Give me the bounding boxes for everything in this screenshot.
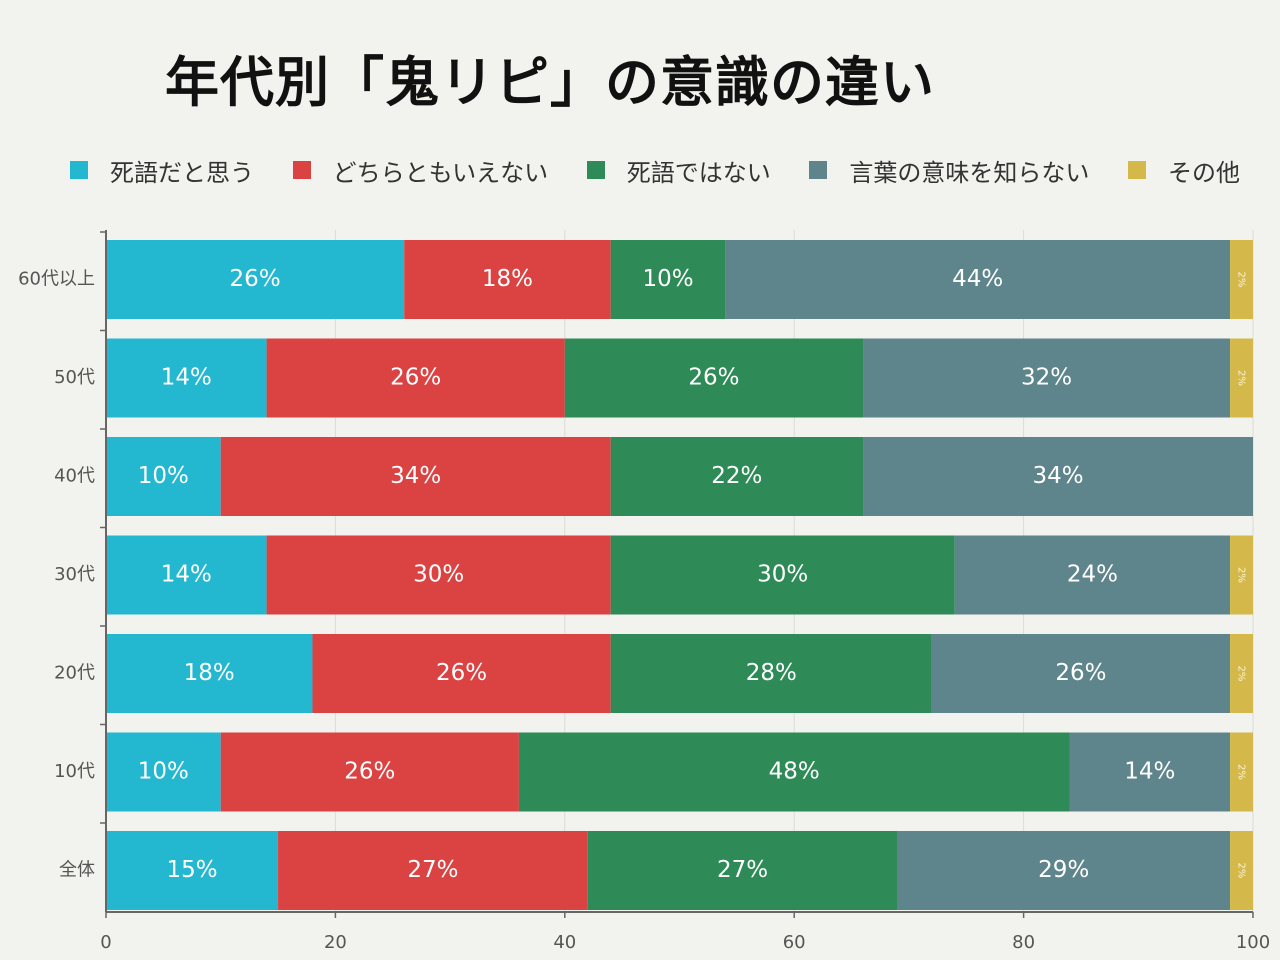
data-label: 30% [413, 562, 464, 588]
legend-label: どちらともいえない [332, 158, 549, 187]
data-label: 26% [230, 266, 281, 292]
data-label: 18% [482, 266, 533, 292]
category-label: 20代 [54, 663, 95, 684]
data-label: 14% [161, 562, 212, 588]
bar-segment [518, 732, 1070, 812]
x-tick-label: 60 [783, 932, 806, 953]
legend-swatch [1127, 161, 1146, 179]
data-label: 22% [711, 463, 762, 489]
category-label: 10代 [54, 761, 95, 782]
bar-segment [220, 732, 519, 812]
data-label: 2% [1236, 567, 1247, 583]
legend-item: その他 [1127, 153, 1240, 188]
data-label: 27% [407, 857, 458, 883]
data-label: 24% [1067, 562, 1118, 588]
bar-segment [610, 437, 864, 516]
bar-segment [106, 240, 405, 319]
bar-segment [404, 240, 611, 319]
bar-segment [725, 240, 1231, 319]
bar-segment [1230, 240, 1253, 319]
data-label: 18% [184, 660, 235, 686]
bar-segment [610, 634, 932, 713]
data-label: 10% [642, 266, 693, 292]
data-label: 28% [746, 660, 797, 686]
legend-label: 言葉の意味を知らない [849, 158, 1090, 187]
bar-segment [266, 535, 611, 615]
data-label: 26% [390, 365, 441, 391]
bar-segment [863, 437, 1253, 516]
legend-swatch [70, 161, 88, 179]
bar-segment [1069, 732, 1231, 812]
chart-title: 年代別「鬼リピ」の意識の違い [165, 51, 935, 114]
data-label: 2% [1236, 764, 1247, 780]
x-tick-label: 100 [1236, 932, 1270, 953]
category-label: 30代 [54, 564, 95, 585]
legend-swatch [292, 161, 311, 179]
data-label: 15% [166, 857, 217, 883]
data-label: 2% [1236, 370, 1247, 386]
bar-segment [1230, 535, 1253, 615]
legend-item: どちらともいえない [292, 153, 549, 188]
bar-segment [1230, 338, 1253, 418]
legend-label: 死語だと思う [110, 158, 254, 187]
bar-segment [863, 338, 1231, 418]
data-label: 44% [952, 266, 1003, 292]
bar-segment [106, 831, 279, 910]
bar-segment [106, 634, 313, 713]
bar-segment [266, 338, 565, 418]
data-label: 10% [138, 759, 189, 785]
category-label: 全体 [59, 860, 95, 881]
bar-segment [106, 338, 267, 418]
bar-segment [278, 831, 588, 910]
data-label: 29% [1038, 857, 1089, 883]
x-tick-label: 20 [324, 932, 347, 953]
data-label: 48% [769, 759, 820, 785]
data-label: 27% [717, 857, 768, 883]
legend-item: 死語ではない [586, 153, 771, 188]
data-label: 26% [436, 660, 487, 686]
data-label: 14% [161, 365, 212, 391]
legend-swatch [809, 161, 828, 179]
data-label: 10% [138, 463, 189, 489]
x-tick-label: 40 [553, 932, 576, 953]
legend: 死語だと思う どちらともいえない 死語ではない 言葉の意味を知らない その他 [70, 150, 1240, 190]
data-label: 2% [1236, 863, 1247, 879]
bar-segment [106, 437, 221, 516]
data-label: 26% [688, 365, 739, 391]
data-label: 34% [390, 463, 441, 489]
bar-segment [931, 634, 1231, 713]
bar-segment [954, 535, 1231, 615]
data-label: 26% [1055, 660, 1106, 686]
legend-label: その他 [1167, 158, 1240, 187]
bar-segment [1230, 634, 1253, 713]
category-label: 60代以上 [18, 269, 95, 290]
legend-item: 言葉の意味を知らない [809, 153, 1089, 188]
category-label: 40代 [54, 466, 95, 487]
legend-label: 死語ではない [626, 158, 771, 187]
x-tick-label: 0 [100, 932, 111, 953]
bar-segment [220, 437, 611, 516]
legend-item: 死語だと思う [70, 153, 254, 188]
bar-segment [312, 634, 611, 713]
data-label: 2% [1236, 272, 1247, 288]
x-tick-label: 80 [1012, 932, 1035, 953]
data-label: 14% [1124, 759, 1175, 785]
bar-segment [610, 535, 955, 615]
data-label: 32% [1021, 365, 1072, 391]
bar-segment [610, 240, 726, 319]
category-label: 50代 [54, 367, 95, 388]
legend-swatch [586, 161, 605, 179]
bar-segment [897, 831, 1231, 910]
data-label: 34% [1032, 463, 1083, 489]
bar-segment [1230, 831, 1253, 910]
bar-segment [587, 831, 898, 910]
data-label: 2% [1236, 666, 1247, 682]
bar-segment [564, 338, 864, 418]
data-label: 30% [757, 562, 808, 588]
bar-segment [106, 535, 267, 615]
bar-segment [1230, 732, 1253, 812]
data-label: 26% [344, 759, 395, 785]
bar-segment [106, 732, 221, 812]
